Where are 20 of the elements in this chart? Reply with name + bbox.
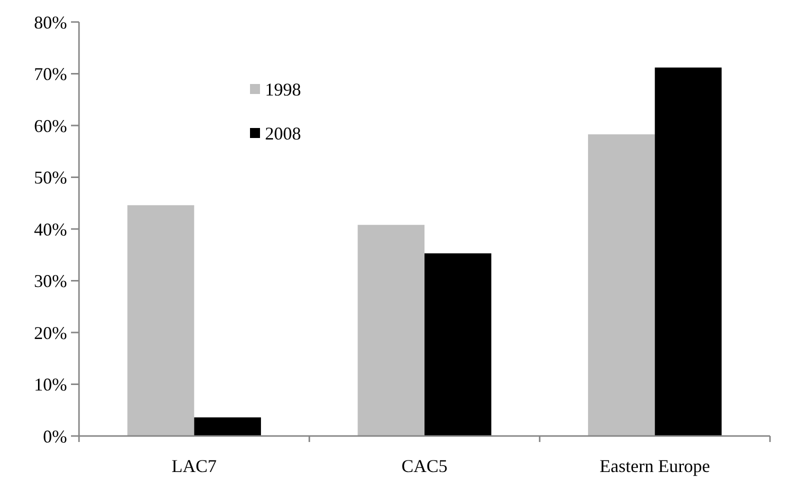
bar	[194, 417, 261, 436]
x-tick-label: LAC7	[172, 456, 217, 476]
x-tick-label: CAC5	[401, 456, 448, 476]
y-tick-label: 10%	[34, 374, 67, 395]
y-tick-label: 0%	[43, 426, 67, 446]
y-tick-label: 50%	[34, 168, 67, 188]
y-tick-label: 30%	[34, 271, 67, 292]
y-tick-label: 40%	[34, 219, 67, 240]
bar	[654, 68, 722, 436]
bar	[588, 134, 655, 436]
y-tick-label: 60%	[34, 116, 67, 136]
legend-label: 1998	[265, 79, 301, 100]
bar	[127, 205, 194, 436]
y-tick-label: 20%	[34, 322, 67, 343]
bar	[358, 224, 424, 436]
y-tick-label: 80%	[34, 12, 67, 32]
y-tick-label: 70%	[34, 64, 67, 84]
bar	[424, 253, 492, 436]
x-tick-label: Eastern Europe	[600, 456, 710, 476]
legend-label: 2008	[265, 123, 301, 144]
